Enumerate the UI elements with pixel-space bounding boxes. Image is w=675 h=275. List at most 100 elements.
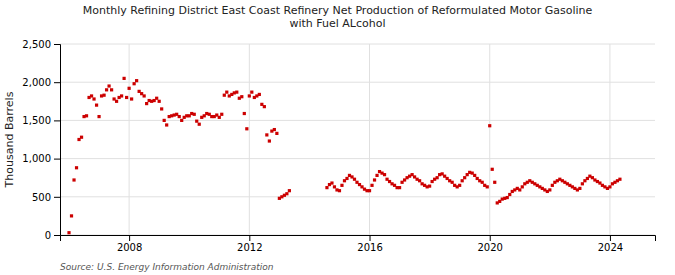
- point: [178, 115, 181, 118]
- point: [90, 94, 93, 97]
- point: [338, 189, 341, 192]
- plot: 2008 2012 2016 2020 2024 0 500 1,000 1,500 2,000 2…: [3, 39, 656, 253]
- tick-label: 2016: [357, 242, 382, 253]
- tick-mark: [610, 235, 611, 241]
- point: [85, 114, 88, 117]
- tick-mark: [490, 235, 491, 241]
- point: [165, 123, 168, 126]
- point: [548, 188, 551, 191]
- point: [506, 196, 509, 199]
- point: [72, 178, 75, 181]
- point: [122, 77, 125, 80]
- point: [288, 189, 291, 192]
- point: [428, 185, 431, 188]
- tick-mark: [249, 235, 250, 241]
- point: [353, 178, 356, 181]
- tick: 500: [32, 192, 60, 203]
- source: Source: U.S. Energy Information Administ…: [60, 262, 274, 272]
- tick-mark: [54, 120, 60, 121]
- point: [75, 166, 78, 169]
- point: [143, 94, 146, 97]
- tick: 1,500: [22, 115, 60, 126]
- tick-mark: [54, 159, 60, 160]
- point: [135, 79, 138, 82]
- grid-line-x: [609, 44, 610, 235]
- point: [130, 97, 133, 100]
- point: [481, 181, 484, 184]
- point: [370, 184, 373, 187]
- tick-label: 2024: [598, 242, 623, 253]
- point: [418, 179, 421, 182]
- point: [275, 132, 278, 135]
- point: [493, 181, 496, 184]
- point: [107, 84, 110, 87]
- grid-line-x: [489, 44, 490, 235]
- point: [486, 185, 489, 188]
- point: [245, 127, 248, 130]
- point: [120, 94, 123, 97]
- point: [340, 184, 343, 187]
- tick-label: 0: [45, 230, 51, 241]
- point: [551, 184, 554, 187]
- y-axis-label: Thousand Barrels: [3, 91, 16, 188]
- point: [473, 174, 476, 177]
- tick-mark: [54, 44, 60, 45]
- point: [398, 186, 401, 189]
- point: [80, 136, 83, 139]
- point: [250, 91, 253, 94]
- tick: 1,000: [22, 153, 60, 164]
- tick: 2012: [237, 235, 262, 253]
- point: [461, 179, 464, 182]
- point: [330, 181, 333, 184]
- grid-line-x: [249, 44, 250, 235]
- point: [333, 185, 336, 188]
- grid-line-y: [60, 120, 655, 121]
- points: [67, 77, 621, 235]
- x-axis: 2008 2012 2016 2020 2024: [61, 235, 656, 253]
- grid-line-y: [60, 196, 655, 197]
- title-line: with Fuel ALcohol: [289, 17, 385, 30]
- point: [451, 181, 454, 184]
- axis-line: [61, 236, 656, 242]
- point: [163, 119, 166, 122]
- point: [325, 186, 328, 189]
- point: [125, 96, 128, 99]
- point: [160, 107, 163, 110]
- point: [223, 94, 226, 97]
- tick-label: 2012: [237, 242, 262, 253]
- point: [373, 178, 376, 181]
- point: [463, 176, 466, 179]
- point: [248, 94, 251, 97]
- point: [508, 193, 511, 196]
- tick-mark: [54, 235, 60, 236]
- point: [115, 100, 118, 103]
- point: [102, 94, 105, 97]
- point: [155, 97, 158, 100]
- tick-mark: [129, 235, 130, 241]
- tick: 2020: [477, 235, 502, 253]
- point: [67, 231, 70, 234]
- tick-label: 2008: [117, 242, 142, 253]
- point: [158, 100, 161, 103]
- tick-mark: [54, 197, 60, 198]
- point: [608, 185, 611, 188]
- point: [368, 189, 371, 192]
- point: [198, 123, 201, 126]
- tick: 2,000: [22, 77, 60, 88]
- point: [273, 128, 276, 131]
- point: [345, 177, 348, 180]
- point: [225, 91, 228, 94]
- point: [458, 184, 461, 187]
- tick-label: 500: [32, 192, 51, 203]
- point: [375, 174, 378, 177]
- grid-line-y: [60, 158, 655, 159]
- grid-line-x: [129, 44, 130, 235]
- chart: Monthly Refining District East Coast Ref…: [0, 0, 675, 275]
- point: [383, 173, 386, 176]
- tick: 0: [45, 230, 60, 241]
- point: [618, 178, 621, 181]
- grid-line-x: [369, 44, 370, 235]
- tick: 2008: [117, 235, 142, 253]
- point: [491, 168, 494, 171]
- grid-line-y: [60, 82, 655, 83]
